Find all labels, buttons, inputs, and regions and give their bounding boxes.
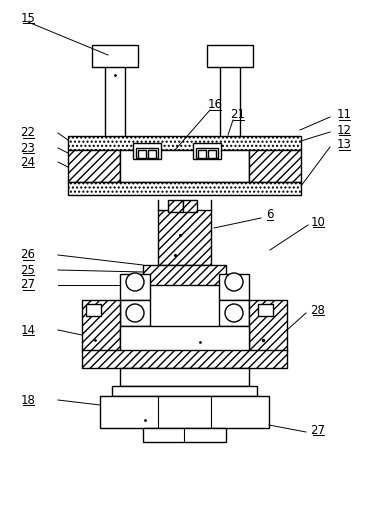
Text: 11: 11 [337, 108, 352, 122]
Bar [219, 300, 249, 326]
Bar [148, 150, 156, 158]
Text: 24: 24 [21, 156, 35, 169]
Text: 13: 13 [337, 138, 351, 151]
Bar [220, 65, 240, 140]
Bar [92, 45, 138, 67]
Bar [120, 300, 150, 326]
Text: 27: 27 [21, 278, 35, 291]
Bar [168, 200, 183, 212]
Circle shape [225, 273, 243, 291]
Bar [207, 45, 253, 67]
Bar [82, 300, 120, 352]
Text: 22: 22 [21, 126, 35, 139]
Bar [100, 396, 269, 428]
Bar [249, 300, 287, 352]
Text: 23: 23 [21, 141, 35, 155]
Bar [219, 274, 249, 300]
Bar [249, 150, 301, 182]
Bar [193, 143, 221, 159]
Text: 25: 25 [21, 264, 35, 277]
Text: 10: 10 [311, 215, 325, 228]
Text: 15: 15 [21, 12, 35, 25]
Bar [68, 150, 120, 182]
Text: 12: 12 [337, 124, 352, 136]
Bar [68, 136, 301, 150]
Bar [136, 148, 158, 158]
Bar [208, 150, 216, 158]
Bar [82, 350, 287, 368]
Circle shape [126, 273, 144, 291]
Bar [143, 265, 226, 285]
Bar [105, 65, 125, 140]
Bar [120, 368, 249, 386]
Text: 6: 6 [266, 209, 274, 222]
Bar [112, 386, 257, 396]
Text: 16: 16 [207, 99, 223, 112]
Circle shape [225, 304, 243, 322]
Bar [120, 150, 249, 182]
Text: 28: 28 [311, 303, 325, 316]
Text: 27: 27 [310, 423, 325, 436]
Bar [120, 274, 150, 300]
Bar [196, 148, 218, 158]
Bar [143, 428, 226, 442]
Bar [198, 150, 206, 158]
Bar [183, 200, 197, 212]
Bar [158, 210, 211, 265]
Text: 14: 14 [21, 323, 35, 336]
Bar [86, 304, 101, 316]
Text: 26: 26 [21, 248, 35, 261]
Bar [258, 304, 273, 316]
Bar [133, 143, 161, 159]
Circle shape [126, 304, 144, 322]
Bar [120, 326, 249, 352]
Text: 21: 21 [231, 108, 245, 122]
Bar [68, 182, 301, 195]
Bar [138, 150, 146, 158]
Text: 18: 18 [21, 394, 35, 407]
